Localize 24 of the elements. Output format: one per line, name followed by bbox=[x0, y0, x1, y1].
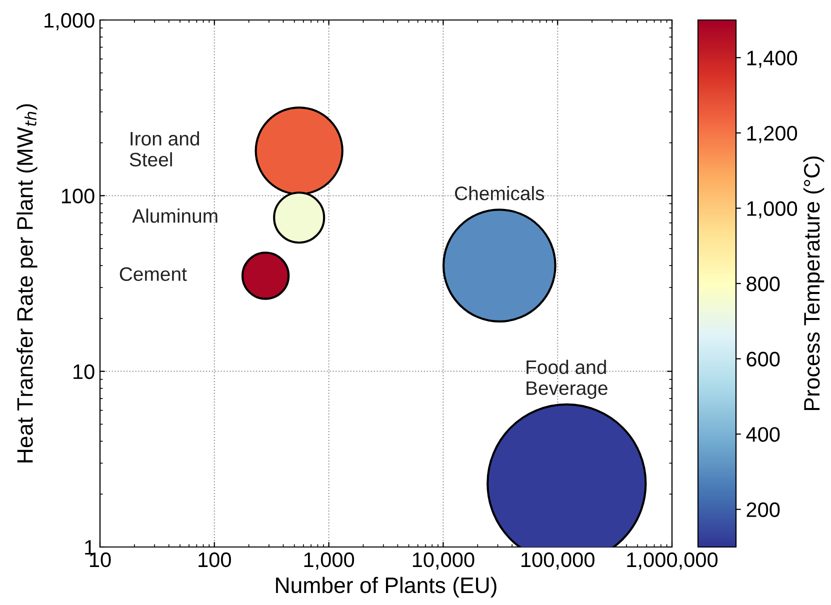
y-tick-label: 10 bbox=[74, 364, 94, 380]
x-tick-label: 10,000 bbox=[412, 552, 474, 570]
x-tick-label: 100 bbox=[198, 552, 231, 568]
y-axis-title: Heat Transfer Rate per Plant (MW$_{th}$) bbox=[16, 104, 38, 462]
x-tick-label: 1,000,000 bbox=[627, 552, 718, 570]
color-bar-label: 1,400 bbox=[747, 50, 798, 68]
color-bar-label: 800 bbox=[746, 276, 780, 292]
color-bar-label: 200 bbox=[746, 502, 780, 518]
color-bar-label: 1,200 bbox=[747, 126, 798, 144]
color-bar-title: Process Temperature (°C) bbox=[803, 156, 824, 410]
color-bar-label: 600 bbox=[746, 352, 780, 367]
annotation: Cement bbox=[120, 267, 187, 281]
y-tick-label: 1,000 bbox=[44, 13, 94, 30]
color-bar-label: 400 bbox=[746, 427, 780, 442]
annotation: Iron and Steel bbox=[130, 131, 200, 167]
x-tick-label: 100,000 bbox=[522, 552, 594, 570]
annotation: Chemicals bbox=[455, 186, 544, 200]
color-bar-label: 1,000 bbox=[747, 201, 798, 218]
y-tick-label: 100 bbox=[62, 188, 94, 204]
annotation: Aluminum bbox=[132, 208, 218, 223]
x-tick-label: 10 bbox=[90, 552, 111, 568]
annotation: Food and Beverage bbox=[526, 360, 608, 399]
x-axis-title: Number of Plants (EU) bbox=[276, 576, 496, 598]
x-tick-label: 1,000 bbox=[304, 552, 354, 570]
